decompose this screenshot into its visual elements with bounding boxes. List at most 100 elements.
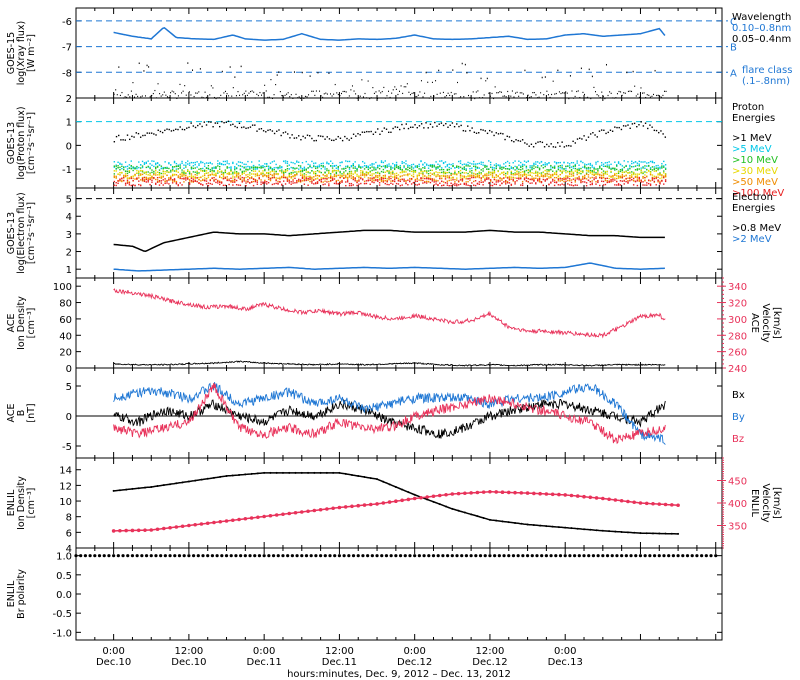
series-point->10 MeV bbox=[262, 172, 264, 175]
y-axis-label: log(Xray flux) bbox=[16, 21, 27, 85]
series-point-0.05–0.4nm bbox=[427, 81, 429, 83]
series-point->100 MeV bbox=[166, 182, 168, 184]
series-point->50 MeV bbox=[418, 179, 420, 181]
series-point-0.05–0.4nm bbox=[616, 93, 618, 95]
series-point->5 MeV bbox=[653, 162, 656, 164]
series-point->1 MeV bbox=[317, 135, 320, 137]
series-point->50 MeV bbox=[578, 175, 580, 178]
series-point->50 MeV bbox=[422, 173, 424, 176]
series-point->100 MeV bbox=[158, 184, 161, 186]
series-point->50 MeV bbox=[275, 173, 277, 175]
series-point->50 MeV bbox=[521, 175, 524, 177]
series-point->10 MeV bbox=[309, 165, 311, 168]
series-point->10 MeV bbox=[570, 168, 573, 171]
series-point->50 MeV bbox=[339, 180, 341, 183]
series-point->10 MeV bbox=[371, 166, 373, 168]
series-marker-Ion Density bbox=[608, 530, 611, 533]
series-point-Br polarity bbox=[384, 554, 389, 558]
series-point->1 MeV bbox=[381, 130, 383, 132]
series-point->100 MeV bbox=[250, 181, 253, 183]
series-point->5 MeV bbox=[164, 161, 166, 163]
series-point->100 MeV bbox=[552, 178, 554, 181]
series-point->100 MeV bbox=[514, 183, 516, 185]
series-point->1 MeV bbox=[128, 138, 131, 141]
series-point->5 MeV bbox=[585, 168, 588, 170]
series-point->100 MeV bbox=[282, 176, 285, 179]
series-point-Br polarity bbox=[577, 554, 581, 558]
series-point->5 MeV bbox=[211, 168, 213, 170]
series-point->5 MeV bbox=[288, 168, 291, 170]
series-point->5 MeV bbox=[610, 167, 612, 170]
series-point-0.05–0.4nm bbox=[587, 96, 589, 98]
series-point-0.05–0.4nm bbox=[163, 91, 165, 93]
series-point->30 MeV bbox=[499, 173, 501, 175]
series-point-0.05–0.4nm bbox=[137, 95, 139, 98]
series-point->10 MeV bbox=[194, 167, 196, 169]
series-point->30 MeV bbox=[320, 177, 323, 179]
series-point->50 MeV bbox=[121, 180, 123, 182]
series-point->100 MeV bbox=[171, 182, 174, 184]
series-point->50 MeV bbox=[266, 175, 268, 178]
series-point->30 MeV bbox=[213, 174, 215, 176]
series-marker-Velocity bbox=[362, 503, 367, 507]
series-point->10 MeV bbox=[266, 165, 268, 167]
y-axis-label: [cm⁻²s⁻¹sr⁻¹] bbox=[26, 202, 37, 264]
series-point->1 MeV bbox=[396, 126, 399, 129]
series-point-0.05–0.4nm bbox=[204, 91, 206, 93]
series-point->1 MeV bbox=[589, 133, 592, 135]
series-point->10 MeV bbox=[653, 168, 656, 171]
series-point->5 MeV bbox=[427, 164, 430, 167]
series-point-0.05–0.4nm bbox=[598, 95, 600, 97]
series-point->5 MeV bbox=[117, 161, 119, 163]
series-point->30 MeV bbox=[224, 170, 227, 173]
series-point->10 MeV bbox=[375, 171, 377, 174]
y-tick-label-right: 400 bbox=[728, 499, 747, 510]
series-point-0.05–0.4nm bbox=[229, 66, 231, 68]
series-point->100 MeV bbox=[397, 183, 400, 185]
series-point->10 MeV bbox=[520, 169, 522, 171]
series-point->100 MeV bbox=[234, 178, 236, 181]
series-point-0.05–0.4nm bbox=[132, 82, 134, 84]
series-point->5 MeV bbox=[392, 167, 394, 169]
series-point->50 MeV bbox=[401, 175, 403, 177]
series-point->30 MeV bbox=[393, 173, 396, 175]
series-point->10 MeV bbox=[403, 165, 405, 167]
series-point->5 MeV bbox=[147, 160, 149, 162]
series-point->5 MeV bbox=[277, 167, 279, 170]
series-point->5 MeV bbox=[141, 166, 144, 169]
series-point->10 MeV bbox=[533, 167, 535, 170]
series-point->30 MeV bbox=[288, 174, 291, 177]
series-point-0.05–0.4nm bbox=[276, 74, 278, 76]
series-point->10 MeV bbox=[286, 165, 289, 167]
series-point->10 MeV bbox=[531, 166, 533, 169]
series-point->5 MeV bbox=[623, 160, 625, 162]
series-marker-Ion Density bbox=[181, 481, 184, 484]
series-point->5 MeV bbox=[141, 160, 144, 163]
series-point-Br polarity bbox=[662, 554, 666, 558]
series-point->10 MeV bbox=[546, 169, 548, 171]
series-point->50 MeV bbox=[425, 180, 428, 183]
series-point->30 MeV bbox=[412, 170, 415, 172]
series-point->100 MeV bbox=[294, 182, 296, 184]
series-point-Br polarity bbox=[408, 554, 412, 558]
series-point-0.05–0.4nm bbox=[632, 70, 634, 73]
series-point->50 MeV bbox=[209, 174, 211, 176]
series-point->1 MeV bbox=[276, 130, 278, 132]
series-point->100 MeV bbox=[410, 177, 413, 180]
series-point->100 MeV bbox=[252, 184, 255, 187]
series-point->50 MeV bbox=[311, 179, 313, 181]
series-point-Br polarity bbox=[591, 554, 596, 558]
series-point->100 MeV bbox=[380, 176, 383, 179]
series-marker-Velocity bbox=[475, 490, 480, 495]
y-axis-label: log(Proton flux) bbox=[16, 106, 27, 179]
series-point-Br polarity bbox=[464, 554, 469, 558]
series-point->50 MeV bbox=[337, 174, 339, 177]
y-tick-label-right: 340 bbox=[728, 282, 747, 293]
series-point->5 MeV bbox=[409, 164, 411, 167]
series-marker-Velocity bbox=[676, 503, 680, 508]
series-point->100 MeV bbox=[495, 181, 497, 183]
series-point->50 MeV bbox=[322, 181, 324, 183]
series-point->30 MeV bbox=[386, 177, 388, 180]
series-point->10 MeV bbox=[627, 169, 629, 171]
series-marker-Velocity bbox=[299, 510, 304, 514]
